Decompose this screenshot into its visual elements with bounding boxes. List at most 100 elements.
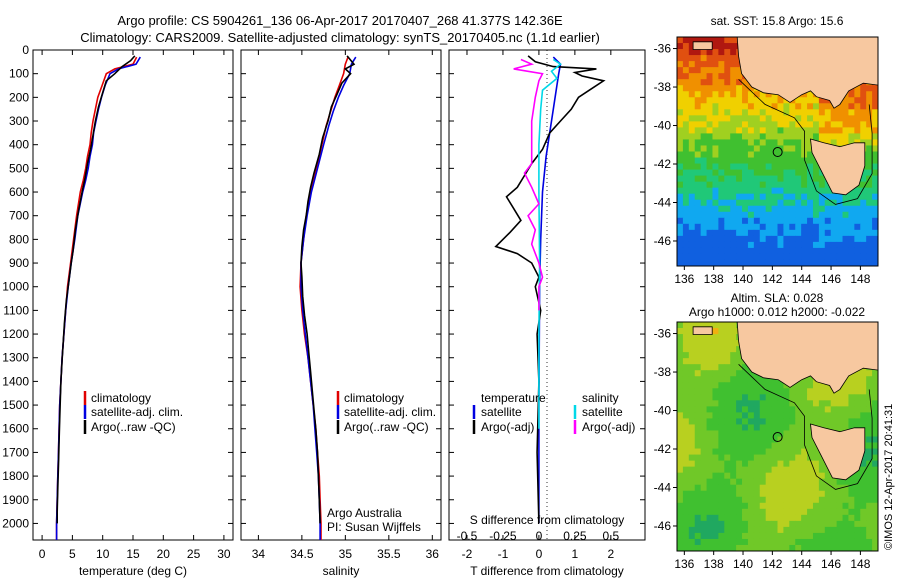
grid-cell [854,235,861,243]
grid-cell [747,412,755,419]
grid-cell [688,211,696,219]
grid-cell [824,187,832,195]
grid-cell [688,532,696,540]
grid-cell [724,121,731,128]
grid-cell [700,97,707,104]
grid-cell [842,217,849,225]
grid-cell [777,538,784,546]
grid-cell [730,484,737,492]
grid-cell [759,496,767,504]
grid-cell [836,424,843,431]
grid-cell [677,37,684,44]
grid-cell [747,91,755,98]
grid-cell [783,235,790,243]
grid-cell [854,253,861,261]
grid-cell [795,187,802,195]
legend-climatology: climatology [91,391,151,405]
grid-cell [807,187,814,195]
grid-cell [783,412,790,419]
grid-cell [712,466,719,474]
grid-cell [801,544,808,552]
grid-cell [736,532,743,540]
grid-cell [789,460,796,468]
x-tick-label: 1 [572,547,579,561]
grid-cell [682,121,690,128]
grid-cell [694,121,702,128]
grid-cell [724,442,731,449]
grid-cell [872,115,879,122]
grid-cell [677,199,684,207]
grid-cell [807,151,814,158]
grid-cell [866,406,873,413]
grid-cell [747,223,755,231]
grid-cell [742,364,749,371]
grid-cell [742,229,749,237]
grid-cell [812,388,820,395]
grid-cell [866,241,873,249]
grid-cell [812,478,820,486]
grid-cell [724,370,731,377]
grid-cell [854,91,861,98]
grid-cell [812,175,820,183]
grid-cell [724,328,731,335]
grid-cell [706,472,713,480]
grid-cell [694,532,702,540]
grid-cell [759,412,767,419]
grid-cell [688,193,696,201]
grid-cell [872,211,879,219]
lon-tick-label: 138 [704,272,724,286]
series-line [538,58,562,429]
grid-cell [706,538,713,546]
grid-cell [807,199,814,207]
grid-cell [795,241,802,249]
grid-cell [730,247,737,255]
grid-cell [783,127,790,134]
grid-cell [765,496,772,504]
grid-cell [807,478,814,486]
grid-cell [742,442,749,449]
grid-cell [771,247,778,255]
float-location-marker [772,432,783,443]
grid-cell [795,205,802,213]
grid-cell [789,454,796,462]
grid-cell [842,241,849,249]
grid-cell [872,436,879,443]
grid-cell [700,169,707,177]
grid-cell [801,466,808,474]
grid-cell [872,229,879,237]
grid-cell [807,109,814,116]
grid-cell [694,454,702,462]
grid-cell [682,418,690,425]
grid-cell [712,133,719,140]
grid-cell [677,163,684,170]
grid-cell [688,139,696,146]
grid-cell [742,139,749,146]
grid-cell [801,526,808,534]
grid-cell [742,478,749,486]
grid-cell [866,121,873,128]
grid-cell [824,199,832,207]
grid-cell [677,364,684,371]
grid-cell [818,241,826,249]
grid-cell [718,127,725,134]
grid-cell [706,532,713,540]
grid-cell [753,181,761,189]
grid-cell [854,259,861,267]
grid-cell [824,502,832,510]
grid-cell [824,211,832,219]
grid-cell [866,211,873,219]
grid-cell [736,484,743,492]
grid-cell [818,205,826,213]
grid-cell [718,538,725,546]
grid-cell [765,502,772,510]
grid-cell [866,454,873,462]
grid-cell [848,418,855,425]
grid-cell [724,388,731,395]
grid-cell [747,460,755,468]
grid-cell [836,115,843,122]
sla-map-title-2: Argo h1000: 0.012 h2000: -0.022 [689,305,865,319]
grid-cell [706,490,713,498]
grid-cell [677,424,684,431]
grid-cell [795,103,802,110]
grid-cell [700,406,707,413]
